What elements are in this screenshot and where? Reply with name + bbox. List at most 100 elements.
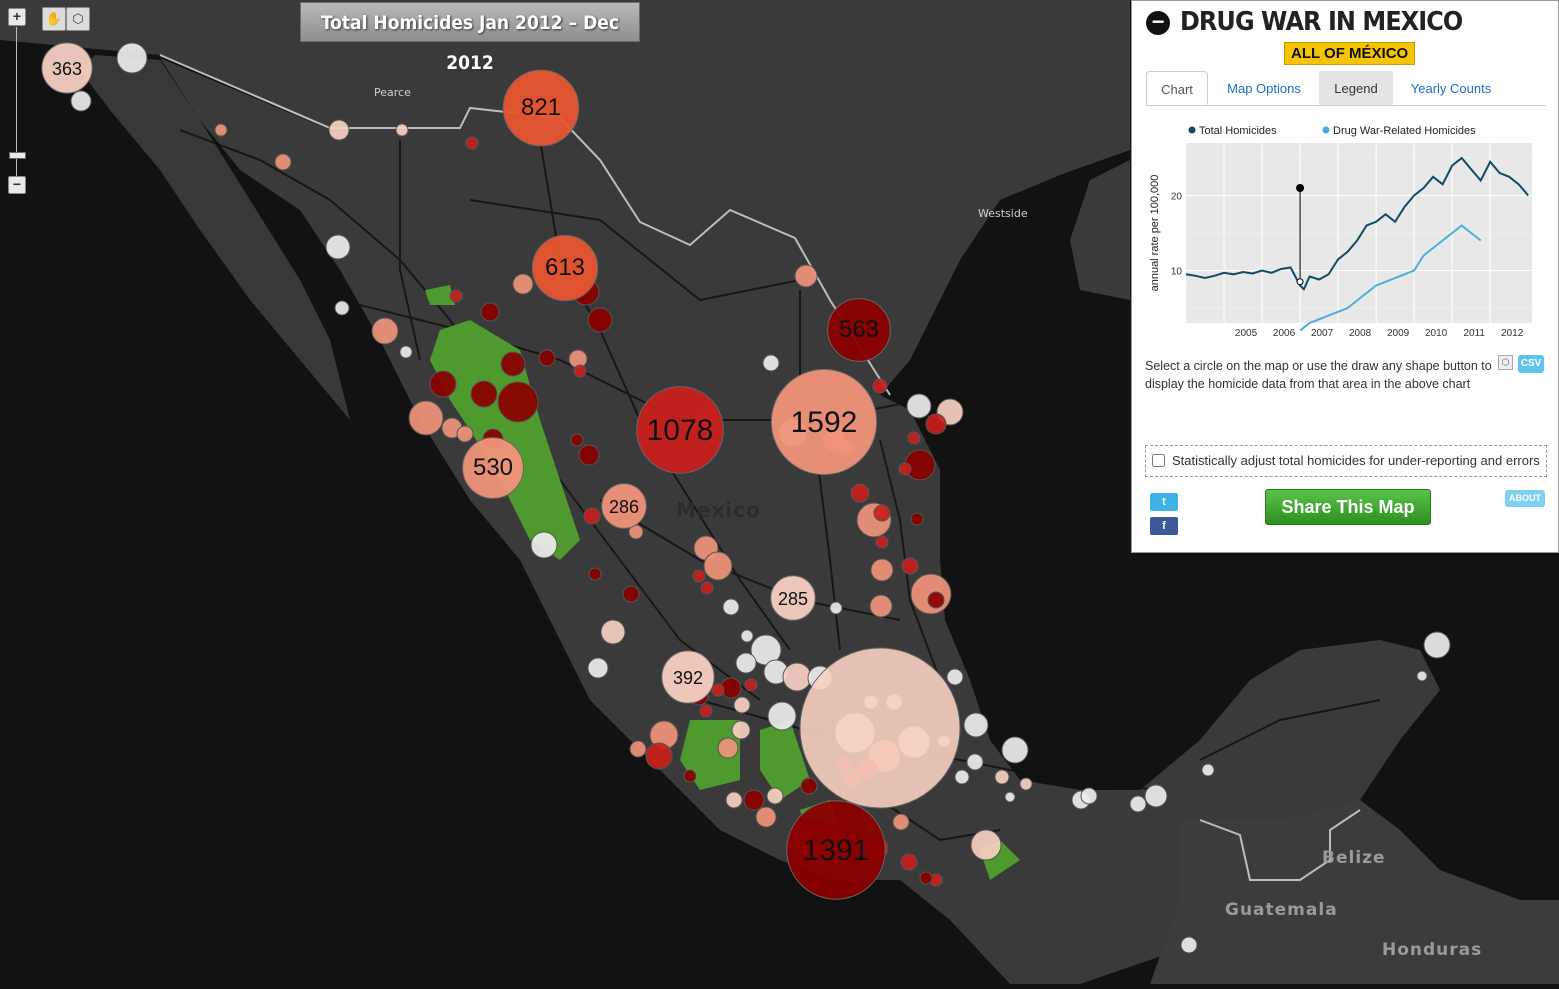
homicide-circle[interactable] [583, 507, 601, 525]
homicide-circle[interactable] [700, 581, 714, 595]
tab-yearly-counts[interactable]: Yearly Counts [1410, 81, 1492, 96]
homicide-circle[interactable] [683, 769, 697, 783]
homicide-circle[interactable] [334, 300, 350, 316]
homicide-circle[interactable] [645, 742, 673, 770]
homicide-circle[interactable] [214, 123, 228, 137]
homicide-circle[interactable] [573, 364, 587, 378]
homicide-circle[interactable] [1201, 763, 1215, 777]
homicide-circle[interactable] [480, 302, 500, 322]
zoom-slider-track[interactable] [9, 27, 26, 177]
homicide-circle[interactable] [325, 234, 351, 260]
homicide-circle[interactable] [449, 289, 463, 303]
homicide-circle[interactable] [731, 720, 751, 740]
homicide-rate-chart[interactable]: 10 20 2005 2006 2007 2008 2009 2010 2011 2012 annu… [1142, 117, 1552, 347]
homicide-circle[interactable] [629, 740, 647, 758]
homicide-circle[interactable] [722, 598, 740, 616]
homicide-circle[interactable] [966, 753, 984, 771]
share-map-button[interactable]: Share This Map [1265, 489, 1431, 525]
homicide-circle[interactable] [743, 789, 765, 811]
homicide-circle[interactable] [850, 483, 870, 503]
tab-chart[interactable]: Chart [1146, 71, 1208, 105]
homicide-circle[interactable] [970, 829, 1002, 861]
homicide-circle[interactable] [587, 657, 609, 679]
homicide-circle[interactable] [900, 853, 918, 871]
homicide-circle[interactable] [1129, 795, 1147, 813]
homicide-circle[interactable] [1001, 736, 1029, 764]
zoom-slider-thumb[interactable] [9, 152, 26, 159]
homicide-circle[interactable] [1019, 777, 1033, 791]
homicide-circle[interactable] [601, 483, 647, 529]
homicide-circle[interactable] [70, 90, 92, 112]
homicide-circle[interactable] [740, 629, 754, 643]
homicide-circle[interactable] [502, 69, 580, 147]
homicide-circle[interactable] [1080, 787, 1098, 805]
zoom-out-button[interactable]: − [8, 176, 26, 194]
homicide-circle[interactable] [371, 317, 399, 345]
draw-shape-icon[interactable]: ⬡ [66, 7, 90, 31]
homicide-circle[interactable] [578, 444, 600, 466]
minus-circle-icon[interactable]: − [1146, 11, 1170, 35]
homicide-circle[interactable] [41, 42, 93, 94]
homicide-circle[interactable] [462, 437, 524, 499]
homicide-circle[interactable] [1004, 791, 1016, 803]
homicide-circle[interactable] [636, 386, 724, 474]
homicide-circle[interactable] [692, 569, 706, 583]
homicide-circle[interactable] [906, 393, 932, 419]
adjust-checkbox[interactable] [1152, 454, 1165, 467]
homicide-circle[interactable] [530, 531, 558, 559]
homicide-circle[interactable] [703, 551, 733, 581]
homicide-circle[interactable] [1144, 784, 1168, 808]
homicide-circle[interactable] [755, 806, 777, 828]
homicide-circle[interactable] [762, 354, 780, 372]
homicide-circle[interactable] [456, 425, 474, 443]
homicide-circle[interactable] [770, 368, 878, 476]
homicide-circle[interactable] [994, 769, 1010, 785]
homicide-circle[interactable] [512, 273, 534, 295]
homicide-circle[interactable] [497, 381, 539, 423]
homicide-circle[interactable] [735, 652, 757, 674]
homicide-circle[interactable] [869, 594, 893, 618]
homicide-circle[interactable] [538, 349, 556, 367]
homicide-circle[interactable] [1180, 936, 1198, 954]
homicide-circle[interactable] [907, 431, 921, 445]
homicide-circle[interactable] [799, 647, 961, 809]
homicide-circle[interactable] [570, 433, 584, 447]
about-button[interactable]: ABOUT [1505, 490, 1545, 507]
homicide-circle[interactable] [786, 800, 886, 900]
homicide-circle[interactable] [717, 737, 739, 759]
homicide-circle[interactable] [919, 871, 933, 885]
homicide-circle[interactable] [1423, 631, 1451, 659]
homicide-circle[interactable] [274, 153, 292, 171]
homicide-circle[interactable] [827, 298, 891, 362]
homicide-circle[interactable] [744, 678, 758, 692]
csv-download-button[interactable]: CSV [1518, 355, 1544, 373]
homicide-circle[interactable] [794, 264, 818, 288]
homicide-circle[interactable] [500, 351, 526, 377]
homicide-circle[interactable] [429, 370, 457, 398]
homicide-circle[interactable] [963, 712, 989, 738]
homicide-circle[interactable] [711, 683, 725, 697]
homicide-circle[interactable] [399, 345, 413, 359]
homicide-circle[interactable] [870, 558, 894, 582]
homicide-circle[interactable] [531, 234, 599, 302]
homicide-circle[interactable] [395, 123, 409, 137]
homicide-circle[interactable] [116, 42, 148, 74]
homicide-circle[interactable] [767, 701, 797, 731]
homicide-circle[interactable] [328, 119, 350, 141]
pan-hand-icon[interactable]: ✋ [42, 7, 66, 31]
homicide-circle[interactable] [699, 704, 713, 718]
homicide-circle[interactable] [898, 462, 912, 476]
homicide-circle[interactable] [766, 787, 784, 805]
tab-legend[interactable]: Legend [1319, 71, 1393, 105]
homicide-circle[interactable] [910, 512, 924, 526]
homicide-circle[interactable] [782, 662, 812, 692]
homicide-circle[interactable] [600, 619, 626, 645]
tab-map-options[interactable]: Map Options [1227, 81, 1301, 96]
homicide-circle[interactable] [875, 535, 889, 549]
homicide-circle[interactable] [622, 585, 640, 603]
homicide-circle[interactable] [661, 650, 715, 704]
homicide-circle[interactable] [725, 791, 743, 809]
homicide-circle[interactable] [892, 813, 910, 831]
homicide-circle[interactable] [470, 380, 498, 408]
homicide-circle[interactable] [465, 136, 479, 150]
